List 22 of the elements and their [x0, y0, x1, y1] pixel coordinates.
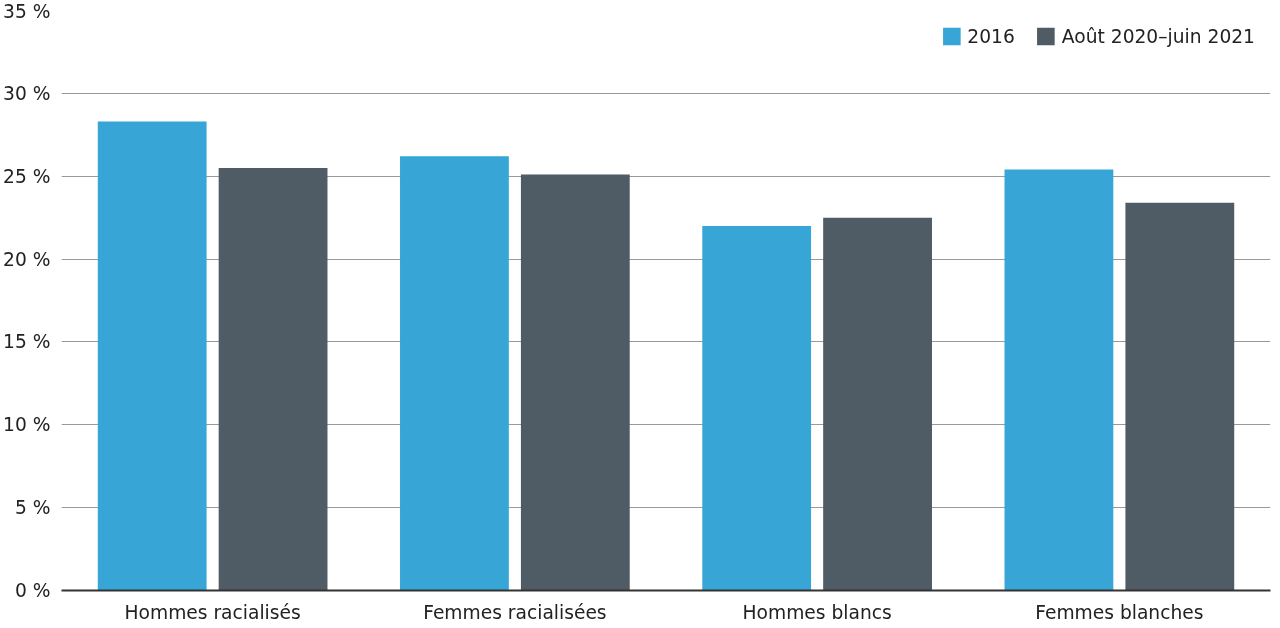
bar	[520, 174, 630, 591]
y-tick-label: 30 %	[3, 82, 51, 104]
bar	[218, 167, 328, 591]
legend-label: 2016	[967, 25, 1015, 47]
bar	[1125, 202, 1235, 591]
legend-label: Août 2020–juin 2021	[1061, 25, 1255, 47]
y-tick-label: 25 %	[3, 165, 51, 187]
x-tick-label: Femmes blanches	[1035, 601, 1204, 623]
x-tick-label: Femmes racialisées	[423, 601, 607, 623]
x-tick-label: Hommes racialisés	[124, 601, 301, 623]
y-tick-label: 15 %	[3, 331, 51, 353]
bar	[823, 217, 932, 591]
x-tick-label: Hommes blancs	[742, 601, 892, 623]
y-tick-label: 5 %	[14, 497, 51, 519]
y-tick-label: 10 %	[3, 414, 51, 436]
bar	[400, 156, 509, 591]
y-tick-label: 0 %	[14, 580, 51, 601]
bar	[97, 121, 207, 591]
bar	[702, 225, 812, 591]
bar	[1004, 169, 1114, 591]
y-tick-label: 35 %	[3, 0, 51, 22]
y-tick-label: 20 %	[3, 248, 51, 270]
